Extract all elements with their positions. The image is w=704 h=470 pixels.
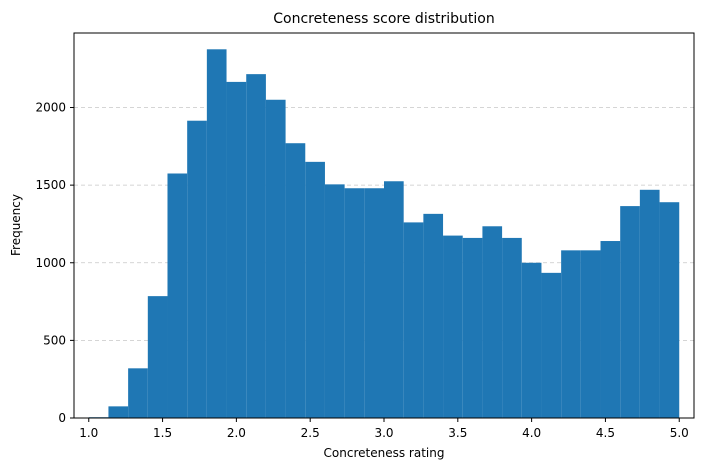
y-tick-label-3: 1500 <box>35 178 66 192</box>
histogram-bar-2 <box>128 368 148 418</box>
chart-title: Concreteness score distribution <box>273 11 494 27</box>
histogram-bar-19 <box>462 237 483 418</box>
histogram-bar-28 <box>639 189 660 418</box>
histogram-bar-11 <box>305 161 325 418</box>
x-tick-label-0: 1.0 <box>79 426 98 440</box>
x-tick-label-5: 3.5 <box>448 426 467 440</box>
x-tick-label-4: 3.0 <box>374 426 393 440</box>
histogram-bar-17 <box>423 213 444 418</box>
bars <box>88 49 680 419</box>
histogram-bar-7 <box>226 81 247 418</box>
x-tick-label-8: 5.0 <box>670 426 689 440</box>
histogram-bar-6 <box>206 49 227 418</box>
histogram-bar-20 <box>482 226 503 418</box>
y-tick-label-1: 500 <box>43 333 66 347</box>
x-axis-ticks: 1.0 1.5 2.0 2.5 3.0 3.5 4.0 4.5 5.0 <box>79 418 689 440</box>
histogram-bar-24 <box>561 250 581 418</box>
x-tick-label-6: 4.0 <box>522 426 541 440</box>
histogram-bar-1 <box>108 406 129 418</box>
histogram-bar-22 <box>521 262 542 418</box>
y-axis-label: Frequency <box>9 194 23 256</box>
histogram-bar-5 <box>187 120 207 418</box>
histogram-bar-27 <box>620 206 640 418</box>
histogram-bar-23 <box>541 272 562 418</box>
histogram-bar-25 <box>580 250 601 418</box>
histogram-bar-21 <box>502 237 522 418</box>
y-axis-ticks: 0 500 1000 1500 2000 <box>35 101 74 425</box>
y-tick-label-4: 2000 <box>35 101 66 115</box>
x-tick-label-3: 2.5 <box>301 426 320 440</box>
x-tick-label-2: 2.0 <box>227 426 246 440</box>
x-axis-label: Concreteness rating <box>324 446 445 460</box>
histogram-bar-16 <box>403 222 424 418</box>
histogram-bar-9 <box>265 99 286 419</box>
histogram-bar-8 <box>246 74 266 419</box>
x-tick-label-7: 4.5 <box>596 426 615 440</box>
y-tick-label-0: 0 <box>58 411 66 425</box>
histogram-bar-4 <box>167 173 188 418</box>
histogram-bar-14 <box>364 188 384 418</box>
histogram-bar-3 <box>147 296 168 418</box>
histogram-bar-13 <box>344 188 365 418</box>
histogram-bar-12 <box>324 184 345 418</box>
y-tick-label-2: 1000 <box>35 256 66 270</box>
x-tick-label-1: 1.5 <box>153 426 172 440</box>
histogram-bar-29 <box>659 202 680 418</box>
histogram-bar-18 <box>443 235 463 418</box>
histogram-bar-15 <box>384 181 404 418</box>
histogram-bar-10 <box>285 143 306 418</box>
histogram-bar-26 <box>600 241 621 418</box>
